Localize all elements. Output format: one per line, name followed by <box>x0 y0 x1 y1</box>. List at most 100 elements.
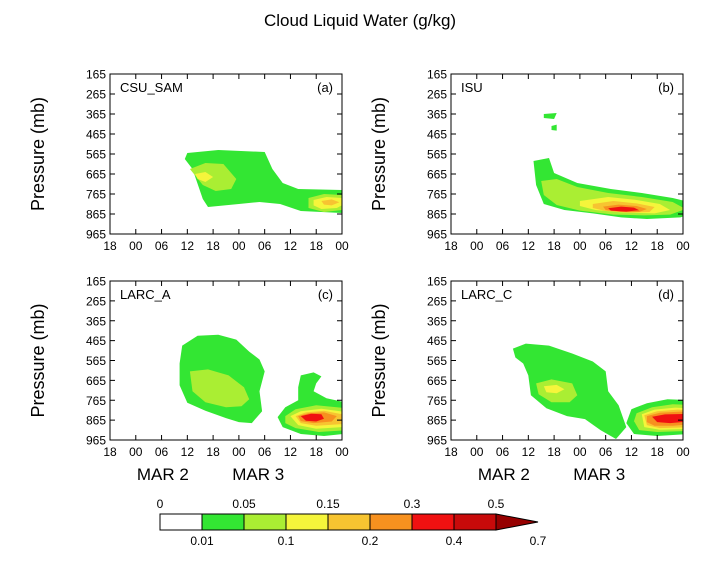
y-tick-label: 365 <box>427 108 447 122</box>
x-tick-label: 18 <box>444 239 458 253</box>
x-tick-label: 06 <box>258 445 272 459</box>
y-tick-label: 965 <box>86 434 106 448</box>
contour-region <box>300 413 324 422</box>
y-tick-label: 365 <box>86 314 106 328</box>
colorbar-cell <box>285 513 329 531</box>
x-tick-label: 00 <box>470 239 484 253</box>
x-tick-label: 06 <box>496 445 510 459</box>
y-tick-label: 865 <box>86 208 106 222</box>
y-tick-label: 765 <box>427 394 447 408</box>
x-tick-label: 18 <box>547 445 561 459</box>
y-tick-label: 565 <box>86 148 106 162</box>
x-tick-label: 18 <box>103 445 117 459</box>
date-label: MAR 2 <box>478 465 530 484</box>
x-tick-label: 12 <box>522 239 536 253</box>
colorbar-label-top: 0 <box>157 497 164 511</box>
x-tick-label: 18 <box>206 445 220 459</box>
colorbar-label-top: 0.3 <box>404 497 421 511</box>
y-tick-label: 565 <box>86 354 106 368</box>
y-tick-label: 365 <box>427 314 447 328</box>
colorbar-label-bottom: 0.1 <box>278 534 295 548</box>
panel-letter: (c) <box>318 287 333 302</box>
x-tick-label: 18 <box>310 445 324 459</box>
y-tick-label: 165 <box>427 68 447 82</box>
x-tick-label: 00 <box>129 445 143 459</box>
y-tick-label: 265 <box>427 88 447 102</box>
y-tick-label: 965 <box>86 228 106 242</box>
colorbar-label-bottom: 0.2 <box>362 534 379 548</box>
y-tick-label: 765 <box>427 188 447 202</box>
contour-region <box>189 369 250 408</box>
contour-layer <box>184 150 342 213</box>
x-tick-label: 00 <box>232 239 246 253</box>
contour-region <box>652 414 683 424</box>
x-tick-label: 18 <box>310 239 324 253</box>
y-tick-label: 565 <box>427 354 447 368</box>
x-tick-label: 00 <box>129 239 143 253</box>
x-tick-label: 18 <box>444 445 458 459</box>
y-tick-label: 165 <box>86 275 106 289</box>
panel-name: ISU <box>461 80 483 95</box>
y-tick-label: 865 <box>427 414 447 428</box>
contour-layer <box>179 334 342 436</box>
x-tick-label: 12 <box>522 445 536 459</box>
x-tick-label: 12 <box>284 239 298 253</box>
panel-letter: (b) <box>658 80 674 95</box>
y-tick-label: 465 <box>86 128 106 142</box>
colorbar: 0 0.05 0.15 0.3 0.5 0.01 0.1 0.2 0.4 0.7 <box>157 497 547 548</box>
colorbar-cell <box>327 513 371 531</box>
contour-region <box>608 206 640 212</box>
x-tick-label: 00 <box>470 445 484 459</box>
y-tick-label: 765 <box>86 188 106 202</box>
y-tick-label: 265 <box>86 88 106 102</box>
colorbar-cell <box>453 513 497 531</box>
y-tick-label: 965 <box>427 434 447 448</box>
x-tick-label: 06 <box>258 239 272 253</box>
colorbar-label-top: 0.05 <box>232 497 256 511</box>
x-tick-label: 12 <box>284 445 298 459</box>
x-tick-label: 12 <box>181 239 195 253</box>
x-tick-label: 06 <box>599 445 613 459</box>
x-tick-label: 18 <box>651 239 665 253</box>
y-tick-label: 665 <box>427 374 447 388</box>
y-tick-label: 765 <box>86 394 106 408</box>
colorbar-arrow <box>495 513 539 531</box>
panel-name: CSU_SAM <box>120 80 183 95</box>
y-tick-label: 465 <box>86 334 106 348</box>
colorbar-label-top: 0.15 <box>316 497 340 511</box>
contour-region <box>195 172 214 182</box>
x-tick-label: 18 <box>206 239 220 253</box>
contour-layer <box>512 343 683 439</box>
contour-region <box>321 199 340 206</box>
contour-region <box>551 124 557 131</box>
colorbar-cell <box>159 513 203 531</box>
colorbar-label-bottom: 0.7 <box>530 534 547 548</box>
date-label: MAR 3 <box>573 465 625 484</box>
x-tick-label: 00 <box>676 239 690 253</box>
x-tick-label: 00 <box>335 239 349 253</box>
date-label: MAR 2 <box>137 465 189 484</box>
x-tick-label: 12 <box>625 239 639 253</box>
panel-name: LARC_A <box>120 287 171 302</box>
colorbar-cell <box>369 513 413 531</box>
y-axis-label: Pressure (mb) <box>369 97 389 211</box>
y-tick-label: 665 <box>86 374 106 388</box>
y-tick-label: 565 <box>427 148 447 162</box>
panel-letter: (d) <box>658 287 674 302</box>
panel-name: LARC_C <box>461 287 512 302</box>
y-tick-label: 165 <box>86 68 106 82</box>
y-tick-label: 265 <box>86 294 106 308</box>
x-tick-label: 18 <box>651 445 665 459</box>
y-axis-label: Pressure (mb) <box>28 97 48 211</box>
colorbar-cell <box>201 513 245 531</box>
x-tick-label: 18 <box>103 239 117 253</box>
x-tick-label: 00 <box>573 239 587 253</box>
panel-letter: (a) <box>317 80 333 95</box>
y-tick-label: 865 <box>427 208 447 222</box>
y-tick-label: 965 <box>427 228 447 242</box>
y-tick-label: 465 <box>427 128 447 142</box>
